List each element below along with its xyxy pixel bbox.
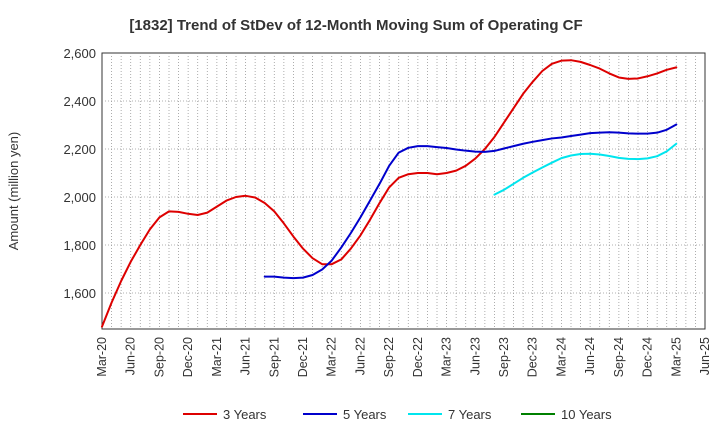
x-tick-label: Sep-24 xyxy=(612,337,626,377)
x-tick-label: Sep-23 xyxy=(497,337,511,377)
x-tick-label: Jun-24 xyxy=(583,337,597,375)
x-tick-label: Jun-20 xyxy=(124,337,138,375)
y-tick-label: 2,200 xyxy=(63,142,96,157)
x-tick-label: Mar-20 xyxy=(95,337,109,377)
x-tick-label: Mar-22 xyxy=(325,337,339,377)
series-line-5-years xyxy=(263,123,678,280)
plot-area xyxy=(101,52,706,330)
plot-frame xyxy=(101,52,706,330)
legend-label-10-years: 10 Years xyxy=(561,407,612,422)
y-tick-label: 1,600 xyxy=(63,286,96,301)
x-tick-label: Jun-21 xyxy=(239,337,253,375)
y-tick-label: 2,400 xyxy=(63,94,96,109)
x-tick-label: Dec-21 xyxy=(296,337,310,377)
y-axis-ticks: 1,600 1,800 2,000 2,200 2,400 2,600 xyxy=(63,46,96,301)
legend-label-3-years: 3 Years xyxy=(223,407,267,422)
x-tick-label: Sep-20 xyxy=(152,337,166,377)
chart-title: [1832] Trend of StDev of 12-Month Moving… xyxy=(129,17,582,34)
legend-label-7-years: 7 Years xyxy=(448,407,492,422)
x-tick-label: Sep-21 xyxy=(267,337,281,377)
series-line-3-years xyxy=(101,59,678,328)
x-tick-label: Mar-23 xyxy=(440,337,454,377)
series-lines xyxy=(101,59,678,328)
x-tick-label: Mar-24 xyxy=(554,337,568,377)
x-tick-label: Mar-21 xyxy=(210,337,224,377)
x-tick-label: Dec-20 xyxy=(181,337,195,377)
legend: 3 Years 5 Years 7 Years 10 Years xyxy=(183,407,612,422)
y-axis-label: Amount (million yen) xyxy=(6,132,21,251)
x-tick-label: Mar-25 xyxy=(669,337,683,377)
x-tick-label: Jun-25 xyxy=(698,337,712,375)
x-tick-label: Jun-23 xyxy=(468,337,482,375)
x-tick-label: Dec-24 xyxy=(641,337,655,377)
x-tick-label: Sep-22 xyxy=(382,337,396,377)
y-tick-label: 1,800 xyxy=(63,238,96,253)
series-line-7-years xyxy=(493,142,678,196)
x-axis-ticks: Mar-20 Jun-20 Sep-20 Dec-20 Mar-21 Jun-21 Sep-… xyxy=(95,337,712,377)
x-tick-label: Dec-23 xyxy=(526,337,540,377)
grid-lines xyxy=(102,53,705,329)
y-tick-label: 2,600 xyxy=(63,46,96,61)
legend-label-5-years: 5 Years xyxy=(343,407,387,422)
x-tick-label: Jun-22 xyxy=(353,337,367,375)
x-tick-label: Dec-22 xyxy=(411,337,425,377)
y-tick-label: 2,000 xyxy=(63,190,96,205)
